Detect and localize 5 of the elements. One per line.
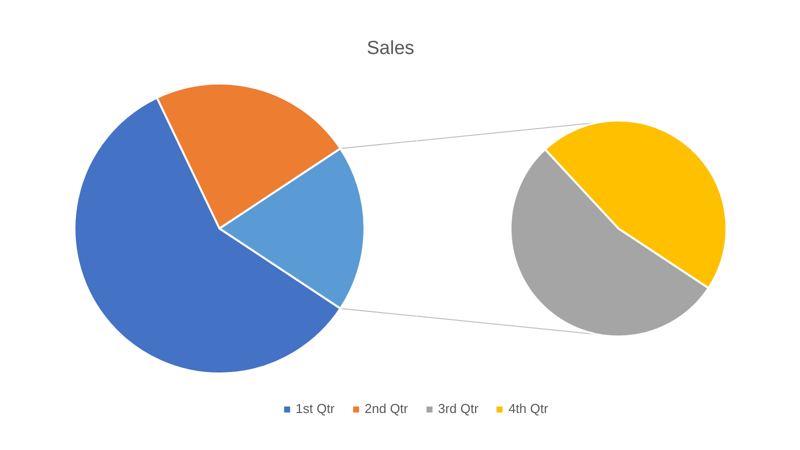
legend-label: 1st Qtr — [296, 401, 335, 416]
chart-title: Sales — [366, 38, 414, 59]
legend-label: 2nd Qtr — [364, 401, 408, 416]
legend-label: 3rd Qtr — [438, 401, 478, 416]
legend-label: 4th Qtr — [508, 401, 548, 416]
